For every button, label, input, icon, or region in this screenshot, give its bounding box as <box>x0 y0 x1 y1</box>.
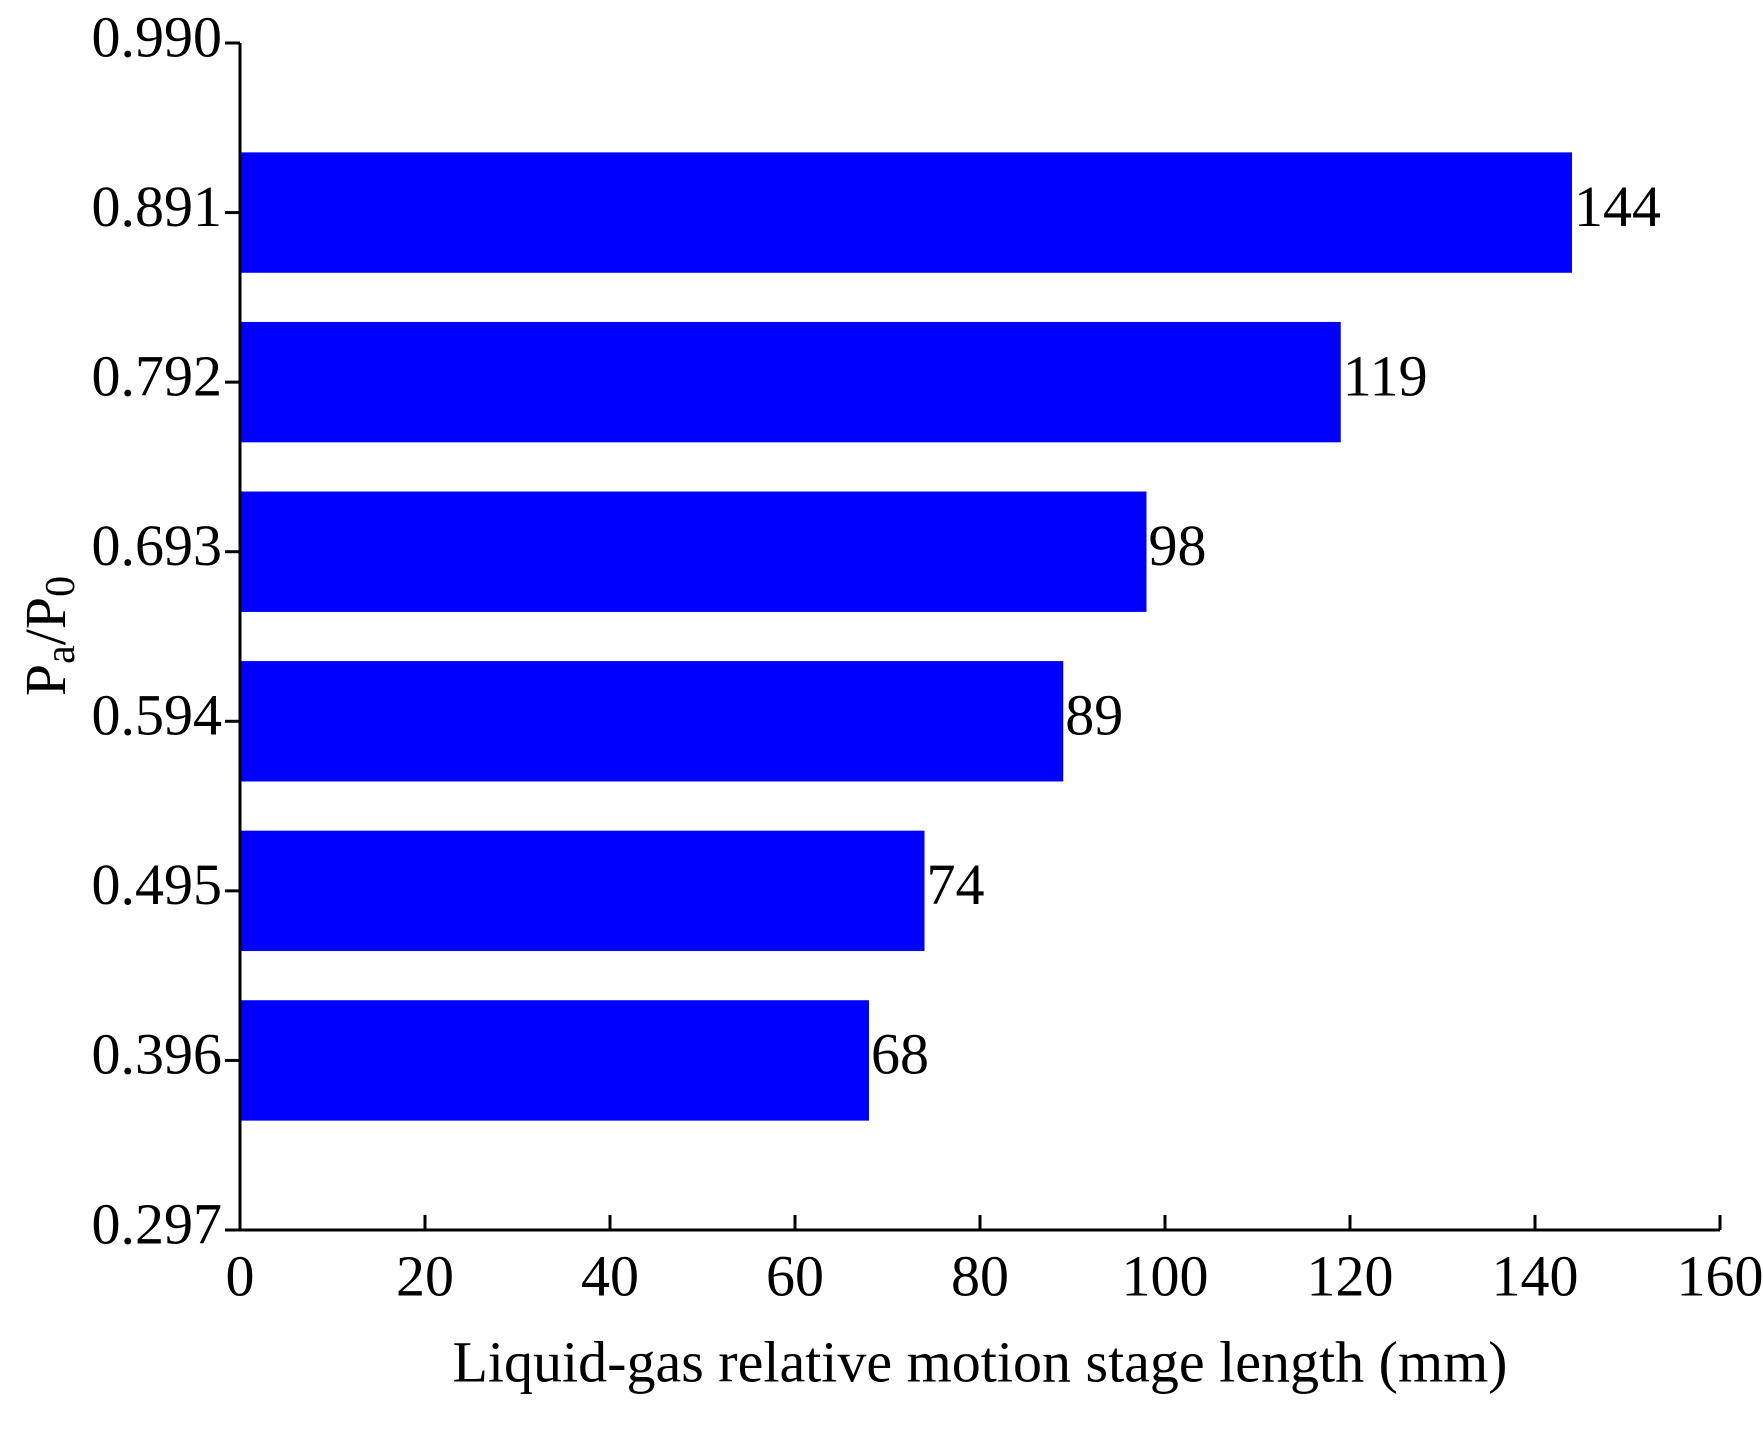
y-tick-label: 0.792 <box>92 343 223 408</box>
value-label: 74 <box>927 852 985 917</box>
x-tick-label: 80 <box>951 1243 1009 1308</box>
x-tick-label: 100 <box>1122 1243 1209 1308</box>
bar <box>240 322 1341 442</box>
bar <box>240 831 925 951</box>
y-tick-label: 0.891 <box>92 174 223 239</box>
bar <box>240 1000 869 1120</box>
bar <box>240 661 1063 781</box>
y-tick-label: 0.990 <box>92 4 223 69</box>
x-axis-label: Liquid-gas relative motion stage length … <box>452 1329 1507 1394</box>
y-tick-label: 0.594 <box>92 683 223 748</box>
x-tick-label: 120 <box>1307 1243 1394 1308</box>
y-label-subscript: a <box>38 645 84 664</box>
x-tick-label: 160 <box>1677 1243 1763 1308</box>
x-tick-label: 140 <box>1492 1243 1579 1308</box>
value-label: 98 <box>1149 513 1207 578</box>
x-tick-label: 60 <box>766 1243 824 1308</box>
x-tick-label: 0 <box>226 1243 255 1308</box>
y-label-subscript: 0 <box>38 576 84 597</box>
y-tick-label: 0.396 <box>92 1022 223 1087</box>
bar <box>240 492 1147 612</box>
y-axis-label: Pa/P0 <box>13 576 83 696</box>
value-label: 68 <box>871 1022 929 1087</box>
x-tick-label: 40 <box>581 1243 639 1308</box>
y-tick-label: 0.693 <box>92 513 223 578</box>
x-tick-label: 20 <box>396 1243 454 1308</box>
y-label-part: /P <box>13 597 78 645</box>
y-tick-label: 0.297 <box>92 1191 223 1256</box>
value-label: 119 <box>1343 343 1428 408</box>
value-label: 144 <box>1574 174 1661 239</box>
value-label: 89 <box>1065 683 1123 748</box>
bar <box>240 152 1572 272</box>
y-tick-label: 0.495 <box>92 852 223 917</box>
y-label-part: P <box>13 664 78 696</box>
